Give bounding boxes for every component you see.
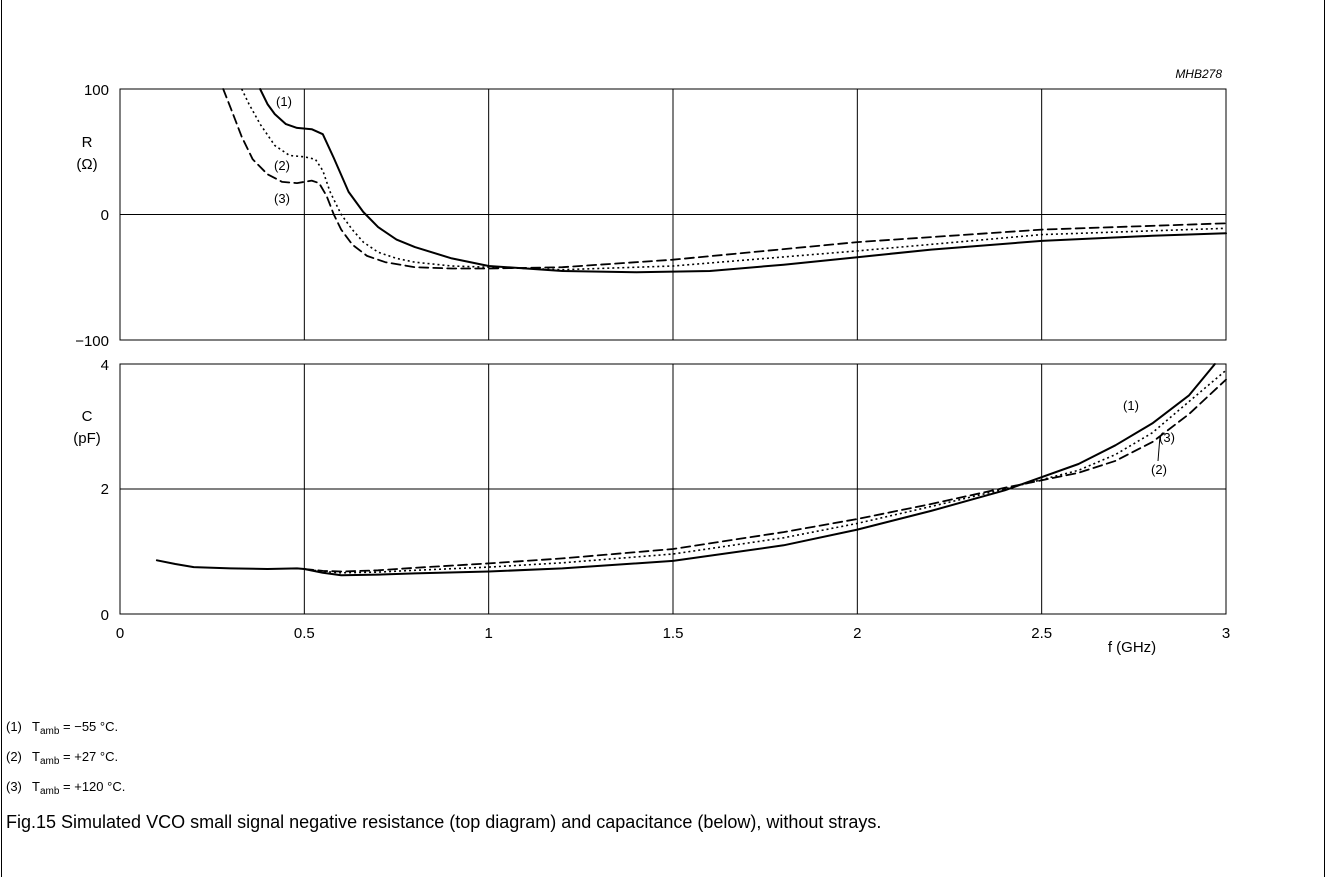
figure-code: MHB278 bbox=[1175, 67, 1222, 81]
r-series-1-line bbox=[259, 88, 1227, 274]
c-xtick-label: 2.5 bbox=[1031, 625, 1052, 642]
c-yunit: (pF) bbox=[73, 430, 101, 447]
c-ytick-mid: 2 bbox=[101, 481, 109, 498]
vco-charts: MHB278 100 0 −100 R (Ω) (1) (2) (3) 4 2 … bbox=[73, 67, 1230, 656]
note-2: (2) Tamb = +27 °C. bbox=[6, 749, 119, 767]
c-ytick-top: 4 bbox=[101, 357, 109, 374]
note-3: (3) Tamb = +120 °C. bbox=[6, 779, 126, 797]
c-label-2: (2) bbox=[1151, 462, 1167, 477]
r-yunit: (Ω) bbox=[76, 156, 97, 173]
c-series-1-line bbox=[155, 363, 1216, 577]
figure-caption: Fig.15 Simulated VCO small signal negati… bbox=[6, 812, 882, 832]
c-xtick-label: 0 bbox=[116, 625, 124, 642]
r-ytick-bottom: −100 bbox=[75, 333, 109, 350]
r-series-2-line bbox=[240, 88, 1227, 271]
r-series-3-line bbox=[222, 88, 1227, 270]
r-label-1: (1) bbox=[276, 94, 292, 109]
capacitance-panel: 4 2 0 C (pF) 0 0.5 1 1.5 2 2.5 3 f (GHz) (1) (… bbox=[73, 357, 1230, 656]
note-1: (1) Tamb = −55 °C. bbox=[6, 719, 119, 737]
c-xlabel: f (GHz) bbox=[1108, 639, 1156, 656]
c-xtick-label: 1 bbox=[484, 625, 492, 642]
c-label-2-leader bbox=[1157, 435, 1161, 462]
c-ylabel: C bbox=[82, 408, 93, 425]
c-ytick-bottom: 0 bbox=[101, 607, 109, 624]
c-label-3: (3) bbox=[1159, 430, 1175, 445]
c-series-2-line bbox=[304, 369, 1227, 574]
r-ylabel: R bbox=[82, 134, 93, 151]
legend-notes: (1) Tamb = −55 °C. (2) Tamb = +27 °C. (3) T… bbox=[6, 714, 125, 804]
c-xtick-label: 2 bbox=[853, 625, 861, 642]
c-xtick-label: 0.5 bbox=[294, 625, 315, 642]
r-ytick-mid: 0 bbox=[101, 207, 109, 224]
r-label-3: (3) bbox=[274, 191, 290, 206]
c-xtick-label: 1.5 bbox=[663, 625, 684, 642]
r-label-2: (2) bbox=[274, 158, 290, 173]
resistance-panel: 100 0 −100 R (Ω) (1) (2) (3) bbox=[75, 82, 1227, 350]
c-xtick-label: 3 bbox=[1222, 625, 1230, 642]
r-ytick-top: 100 bbox=[84, 82, 109, 99]
c-series-3-line bbox=[303, 378, 1227, 573]
c-label-1: (1) bbox=[1123, 398, 1139, 413]
